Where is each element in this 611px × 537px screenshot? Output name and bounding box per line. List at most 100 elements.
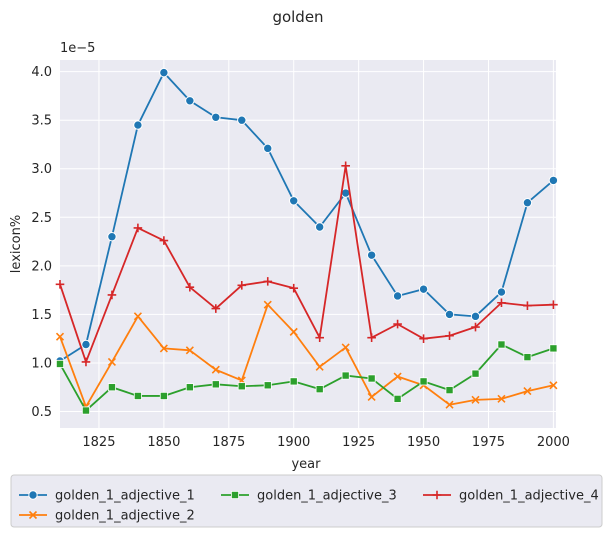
x-tick-label: 1975	[472, 435, 505, 450]
x-axis: 1825 1850 1875 1900 1925 1950 1975 2000	[82, 435, 570, 450]
grid	[60, 60, 556, 428]
data-point	[289, 327, 298, 336]
series-line	[59, 164, 554, 363]
data-point	[471, 395, 480, 404]
data-point	[315, 362, 324, 371]
data-point	[211, 304, 221, 313]
data-point	[548, 175, 559, 186]
x-tick-label: 1825	[82, 435, 115, 450]
legend: golden_1_adjective_1 golden_1_adjective_2…	[10, 474, 603, 528]
data-point	[159, 391, 168, 400]
data-point	[549, 381, 558, 390]
data-point	[549, 300, 558, 309]
legend-item: golden_1_adjective_3	[221, 489, 397, 504]
data-point	[419, 377, 428, 386]
x-tick-label: 2000	[537, 435, 570, 450]
data-point	[445, 386, 454, 395]
legend-item: golden_1_adjective_1	[19, 489, 195, 504]
y-tick-label: 3.5	[31, 114, 52, 129]
legend-marker	[28, 510, 38, 520]
y-tick-label: 1.5	[31, 308, 52, 323]
data-point	[315, 385, 324, 394]
data-point	[185, 282, 195, 292]
series-golden_1_adjective_4	[55, 161, 558, 367]
y-tick-label: 2.5	[31, 211, 52, 226]
data-point	[107, 290, 117, 300]
data-point	[237, 115, 247, 125]
legend-marker	[432, 490, 442, 500]
data-point	[81, 406, 90, 415]
data-point	[237, 382, 246, 391]
data-point	[55, 279, 65, 289]
data-point	[159, 67, 169, 78]
data-point	[393, 372, 402, 381]
data-point	[523, 353, 532, 362]
data-point	[341, 371, 350, 380]
data-point	[444, 309, 455, 320]
y-tick-label: 4.0	[31, 65, 52, 80]
y-tick-label: 0.5	[31, 405, 52, 420]
data-point	[497, 298, 506, 308]
data-point	[159, 344, 168, 353]
x-tick-label: 1950	[407, 435, 440, 450]
data-point	[314, 222, 325, 232]
y-offset-label: 1e−5	[60, 41, 95, 56]
data-point	[289, 196, 299, 206]
data-point	[522, 198, 533, 208]
data-point	[367, 374, 376, 383]
data-point	[211, 380, 220, 389]
legend-label: golden_1_adjective_1	[55, 489, 195, 504]
legend-marker	[230, 490, 239, 499]
data-point	[341, 161, 350, 171]
series-golden_1_adjective_3	[56, 340, 558, 415]
data-point	[56, 359, 65, 368]
data-point	[107, 232, 117, 242]
data-point	[107, 383, 116, 392]
data-point	[497, 394, 506, 403]
legend-frame	[10, 474, 603, 528]
series-line	[59, 343, 554, 412]
data-point	[418, 284, 429, 294]
data-point	[185, 383, 194, 392]
data-point	[289, 283, 299, 293]
data-point	[393, 394, 402, 403]
series-layer	[55, 67, 559, 415]
chart-title: golden	[272, 8, 323, 26]
data-point	[263, 300, 272, 309]
y-axis-label: lexicon%	[9, 215, 24, 273]
data-point	[496, 287, 507, 297]
data-point	[471, 322, 480, 332]
y-tick-label: 2.0	[31, 259, 52, 274]
legend-item: golden_1_adjective_4	[423, 489, 599, 504]
x-tick-label: 1850	[147, 435, 180, 450]
data-point	[263, 381, 272, 390]
data-point	[523, 387, 532, 396]
data-point	[367, 392, 376, 401]
data-point	[366, 250, 377, 260]
data-point	[133, 391, 142, 400]
series-golden_1_adjective_2	[55, 300, 558, 411]
data-point	[159, 236, 169, 245]
data-point	[237, 280, 247, 290]
plot-area	[60, 60, 556, 428]
data-point	[471, 369, 480, 378]
legend-label: golden_1_adjective_3	[257, 489, 397, 504]
data-point	[341, 343, 350, 352]
data-point	[445, 331, 454, 341]
data-point	[419, 334, 428, 343]
data-point	[107, 357, 117, 367]
data-point	[523, 301, 532, 310]
data-point	[263, 277, 273, 286]
data-point	[263, 143, 273, 154]
data-point	[211, 112, 221, 122]
legend-item: golden_1_adjective_2	[19, 509, 195, 524]
data-point	[81, 357, 91, 367]
data-point	[289, 377, 298, 386]
series-golden_1_adjective_1	[55, 67, 559, 366]
data-point	[470, 311, 481, 322]
legend-label: golden_1_adjective_4	[459, 489, 599, 504]
data-point	[211, 365, 220, 374]
data-point	[185, 96, 195, 106]
data-point	[315, 333, 324, 342]
